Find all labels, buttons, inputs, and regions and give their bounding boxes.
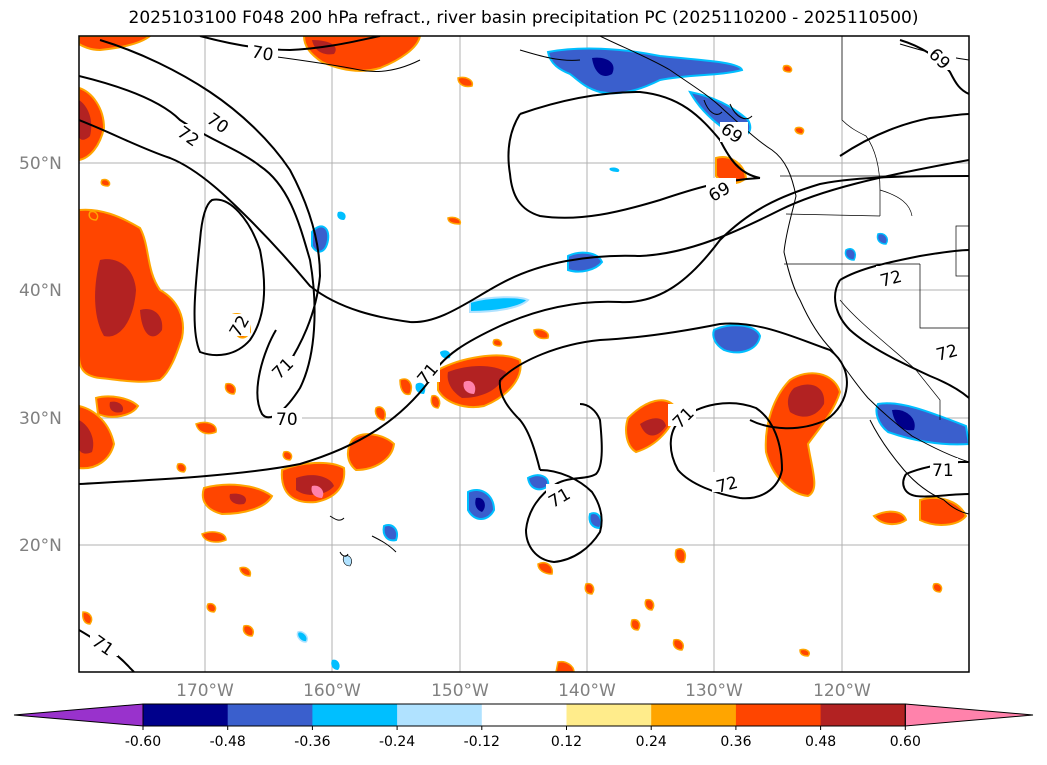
- gridlines: [79, 36, 969, 672]
- colorbar-tick-label: 0.60: [890, 734, 921, 750]
- colorbar-segment: [820, 704, 906, 726]
- colorbar-segment: [227, 704, 313, 726]
- contour-label: 70: [276, 410, 298, 430]
- colorbar-segment: [312, 704, 398, 726]
- latitude-labels: 50°N 40°N 30°N 20°N: [19, 154, 62, 556]
- lon-label: 120°W: [813, 681, 871, 701]
- longitude-labels: 170°W 160°W 150°W 140°W 130°W 120°W: [176, 681, 871, 701]
- colorbar-tick-label: -0.60: [125, 734, 161, 750]
- colorbar-tick-label: 0.24: [636, 734, 667, 750]
- colorbar-segment: [735, 704, 822, 726]
- lat-label: 20°N: [19, 536, 62, 556]
- contour-label: 70: [250, 42, 275, 65]
- colorbar-segment: [143, 704, 229, 726]
- colorbar-tick-label: -0.24: [379, 734, 415, 750]
- positive-anomaly-patches: [79, 36, 968, 672]
- colorbar-segment: [397, 704, 483, 726]
- negative-anomaly-patches: [296, 47, 969, 670]
- colorbar-tick-label: 0.48: [805, 734, 836, 750]
- lon-label: 150°W: [431, 681, 489, 701]
- lon-label: 140°W: [558, 681, 616, 701]
- lat-label: 50°N: [19, 154, 62, 174]
- colorbar-tick-label: -0.48: [210, 734, 246, 750]
- colorbar-segment: [651, 704, 737, 726]
- colorbar-tick-label: 0.12: [551, 734, 582, 750]
- colorbar-tick-label: -0.12: [464, 734, 500, 750]
- map-border: [78, 35, 970, 673]
- colorbar-segment: [481, 704, 567, 726]
- colorbar-tick-label: 0.36: [720, 734, 751, 750]
- colorbar-segment: [566, 704, 652, 726]
- coastlines: [269, 36, 969, 557]
- colorbar-extend-low: [13, 703, 144, 727]
- refractivity-contours: [79, 36, 969, 672]
- lon-label: 160°W: [303, 681, 361, 701]
- colorbar-extend-high: [904, 703, 1034, 727]
- chart-title: 2025103100 F048 200 hPa refract., river …: [128, 8, 919, 28]
- lat-label: 30°N: [19, 409, 62, 429]
- colorbar-tick-label: -0.36: [294, 734, 330, 750]
- lon-label: 170°W: [176, 681, 234, 701]
- contour-labels: 70 72 70 69 69 72 72 71 70 71 71 72 71 7…: [88, 40, 962, 661]
- contour-label: 71: [932, 461, 954, 481]
- lon-label: 130°W: [685, 681, 743, 701]
- colorbar: -0.60 -0.48 -0.36 -0.24 -0.12 0.12 0.24 0.36 0.4…: [13, 703, 1034, 750]
- lat-label: 40°N: [19, 281, 62, 301]
